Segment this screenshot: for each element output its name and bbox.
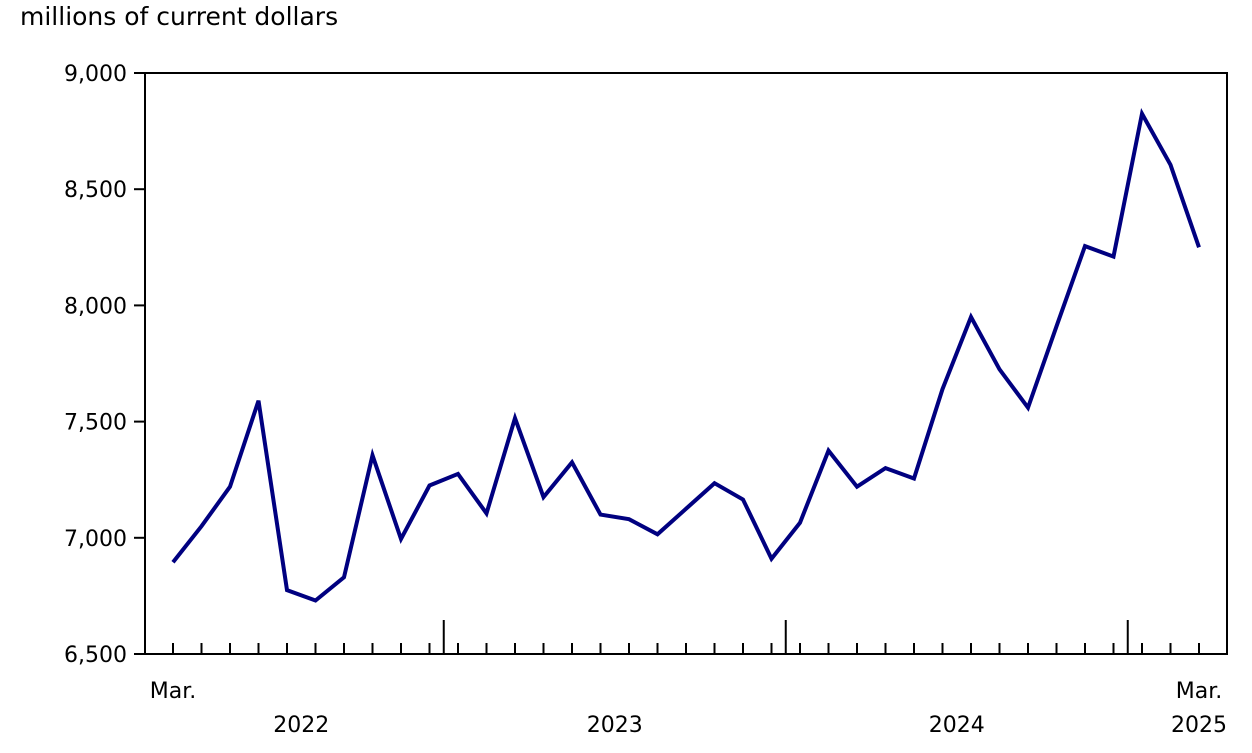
- y-axis: 6,500 7,000 7,500 8,000 8,500 9,000: [64, 62, 145, 668]
- series-group: [171, 107, 1201, 603]
- plot-area-frame: [144, 72, 1228, 655]
- y-tick-label: 6,500: [64, 643, 127, 668]
- year-label: 2024: [929, 713, 985, 738]
- year-label: 2022: [273, 713, 329, 738]
- x-axis: Mar. Mar. 2022 2023 2024 2025: [150, 620, 1227, 738]
- y-axis-unit-label: millions of current dollars: [20, 2, 339, 31]
- y-tick-label: 7,000: [64, 527, 127, 552]
- x-tick-label: Mar.: [150, 679, 196, 704]
- y-tick-label: 9,000: [64, 62, 127, 87]
- y-tick-label: 7,500: [64, 411, 127, 436]
- y-tick-label: 8,500: [64, 178, 127, 203]
- year-label: 2025: [1171, 713, 1227, 738]
- year-label: 2023: [587, 713, 643, 738]
- y-tick-label: 8,000: [64, 294, 127, 319]
- x-tick-label: Mar.: [1176, 679, 1222, 704]
- series-line: [171, 107, 1201, 603]
